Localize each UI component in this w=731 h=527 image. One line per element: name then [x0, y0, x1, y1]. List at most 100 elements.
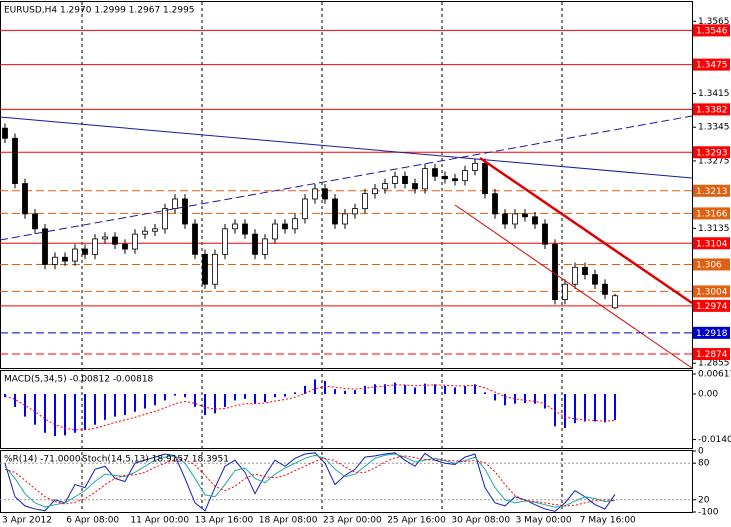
oscillator-plot	[0, 452, 692, 512]
candle-body	[572, 266, 578, 285]
x-tick-label: 7 May 16:00	[580, 516, 636, 526]
level-label-box	[693, 299, 730, 312]
x-tick-label: 18 Apr 08:00	[259, 516, 318, 526]
candle-body	[522, 213, 528, 218]
oscillator-line	[4, 453, 616, 508]
candle-body	[512, 213, 518, 225]
candle-body	[62, 256, 68, 262]
candle-body	[552, 243, 558, 301]
candle-body	[322, 188, 328, 200]
level-label-box	[693, 258, 730, 271]
candle-body	[462, 170, 468, 182]
candle-body	[132, 233, 138, 250]
level-label: 1.3004	[696, 287, 728, 297]
level-label: 1.3382	[696, 105, 728, 115]
level-label: 1.3166	[696, 209, 728, 219]
candle-body	[342, 213, 348, 225]
main-plot	[2, 123, 618, 310]
level-label-box	[693, 58, 730, 71]
level-label: 1.306	[696, 260, 722, 270]
candle-body	[92, 238, 98, 255]
candle-body	[282, 223, 288, 230]
candle-body	[452, 178, 458, 182]
candle-body	[182, 198, 188, 225]
oscillator-line	[4, 452, 616, 512]
oscillator-panel	[0, 450, 693, 513]
macd-panel	[0, 370, 693, 449]
oscillator-subtitle: Stoch(14,5,13) 18.9157 18.3951	[82, 455, 229, 465]
level-label: 1.3213	[696, 187, 728, 197]
candle-body	[312, 188, 318, 200]
candle-body	[192, 223, 198, 255]
main-panel	[0, 1, 693, 369]
candle-body	[582, 266, 588, 275]
y-tick-label: 1.3135	[698, 224, 730, 234]
candle-body	[72, 248, 78, 262]
candle-body	[562, 283, 568, 301]
y-tick-label: 1.3345	[698, 123, 730, 133]
candle-body	[222, 228, 228, 255]
candle-body	[332, 198, 338, 225]
candle-body	[242, 223, 248, 235]
level-label-box	[693, 285, 730, 298]
candle-body	[382, 183, 388, 190]
level-label: 1.2918	[696, 329, 728, 339]
candle-body	[422, 168, 428, 190]
level-label: 1.3475	[696, 61, 728, 71]
level-label: 1.2874	[696, 350, 728, 360]
level-label-box	[693, 103, 730, 116]
time-grid	[81, 2, 563, 512]
panel-frames	[0, 1, 693, 513]
candle-body	[592, 274, 598, 285]
candle-body	[122, 243, 128, 250]
trend-line	[454, 204, 693, 369]
level-label: 1.3293	[696, 148, 728, 158]
candle-body	[472, 162, 478, 171]
trend-line	[0, 115, 693, 241]
x-tick-label: 30 Apr 08:00	[451, 516, 510, 526]
level-label-box	[693, 326, 730, 339]
y-tick-label: 80	[698, 459, 710, 469]
candle-body	[152, 228, 158, 232]
candle-body	[142, 230, 148, 235]
y2-tick-label: -100	[698, 508, 719, 518]
x-tick-label: 25 Apr 16:00	[387, 516, 446, 526]
x-tick-label: 13 Apr 16:00	[195, 516, 254, 526]
y-tick-label: 1.3275	[698, 156, 730, 166]
y-tick-label: 1.3415	[698, 89, 730, 99]
y-tick-label: 0.00	[698, 389, 718, 399]
y-tick-label: 20	[698, 495, 710, 505]
x-tick-label: 3 Apr 2012	[2, 516, 52, 526]
trend-line	[479, 156, 693, 305]
candle-body	[202, 253, 208, 285]
candle-body	[32, 213, 38, 230]
candle-body	[532, 216, 538, 225]
candle-body	[392, 175, 398, 184]
chart-title: EURUSD,H4 1.2970 1.2999 1.2967 1.2995	[4, 6, 195, 16]
level-label: 1.2974	[696, 302, 728, 312]
level-label-box	[693, 207, 730, 220]
candle-body	[52, 256, 58, 265]
candle-body	[12, 137, 18, 184]
macd-plot	[4, 379, 616, 437]
candle-body	[82, 248, 88, 255]
candle-body	[42, 228, 48, 265]
candle-body	[22, 183, 28, 215]
candle-body	[502, 213, 508, 225]
candle-body	[482, 162, 488, 195]
candle-body	[292, 218, 298, 230]
candle-body	[362, 193, 368, 209]
y-tick-label: 0.00617	[698, 370, 731, 380]
x-tick-label: 11 Apr 00:00	[130, 516, 189, 526]
x-tick-label: 23 Apr 00:00	[323, 516, 382, 526]
trend-lines	[0, 115, 693, 369]
candle-body	[252, 233, 258, 255]
candle-body	[102, 236, 108, 240]
candle-body	[372, 188, 378, 195]
candle-body	[612, 295, 618, 309]
oscillator-line	[4, 455, 616, 507]
candle-body	[542, 223, 548, 245]
candle-body	[352, 208, 358, 215]
candle-body	[492, 193, 498, 215]
